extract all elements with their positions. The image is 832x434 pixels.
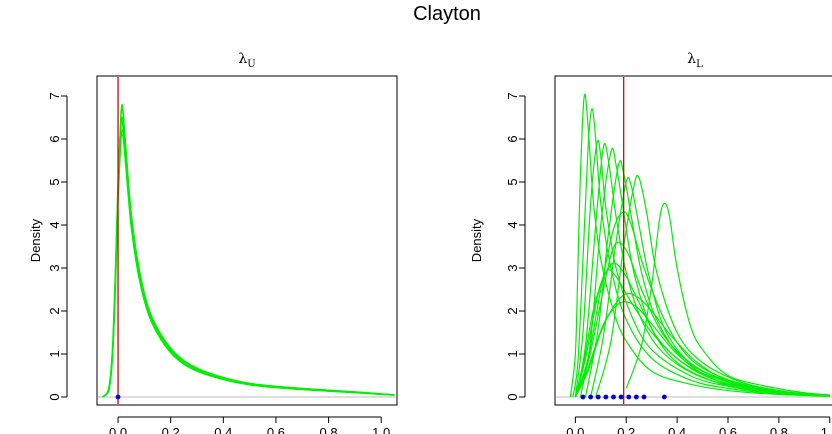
- y-tick-label: 4: [505, 221, 520, 228]
- x-tick-label: 0.0: [566, 425, 584, 434]
- density-curve: [101, 129, 395, 398]
- density-curve: [574, 139, 830, 398]
- density-curve: [572, 108, 830, 398]
- density-curve: [590, 176, 830, 398]
- panel-lambda-l: λL Density 0 1 2 3 4 5 6 7 0.0 0.2 0.4 0.6 0.8 1.0: [469, 51, 832, 434]
- data-point: [661, 394, 667, 400]
- density-curve: [101, 119, 395, 398]
- y-tick-label: 5: [47, 178, 62, 185]
- density-curve: [579, 147, 830, 398]
- y-tick-label: 3: [505, 264, 520, 271]
- x-tick-label: 0.0: [109, 425, 127, 434]
- density-curve: [574, 211, 830, 398]
- y-tick-label: 4: [47, 221, 62, 228]
- y-tick-label: 6: [505, 135, 520, 142]
- y-tick-label: 7: [505, 92, 520, 99]
- density-curve: [625, 202, 830, 396]
- plot-frame: [96, 75, 398, 406]
- y-tick-label: 7: [47, 92, 62, 99]
- data-point: [588, 394, 594, 400]
- y-tick-label: 2: [505, 307, 520, 314]
- plot-frame: [554, 75, 832, 406]
- y-tick-label: 0: [47, 393, 62, 400]
- density-curve: [574, 269, 830, 398]
- x-tick-label: 1.0: [821, 425, 832, 434]
- density-curve: [574, 142, 830, 398]
- density-curve: [101, 103, 395, 398]
- data-point: [611, 394, 616, 400]
- x-tick-label: 1.0: [372, 425, 390, 434]
- data-point: [580, 394, 586, 400]
- density-curve: [584, 160, 830, 398]
- x-tick-label: 0.8: [320, 425, 338, 434]
- panel-title: λU: [238, 51, 255, 70]
- x-tick-label: 0.4: [214, 425, 232, 434]
- data-point: [626, 394, 632, 400]
- density-curve: [101, 133, 395, 398]
- y-tick-label: 1: [505, 350, 520, 357]
- data-point: [603, 394, 609, 400]
- panel-lambda-u: λU Density 0 1 2 3 4 5 6 7 0.0 0.2 0.4 0.6 0.8 1.0: [28, 51, 398, 434]
- x-tick-label: 0.2: [617, 425, 635, 434]
- y-tick-label: 3: [47, 264, 62, 271]
- x-tick-label: 0.6: [267, 425, 285, 434]
- y-tick-label: 5: [505, 178, 520, 185]
- y-tick-label: 1: [47, 350, 62, 357]
- y-tick-label: 2: [47, 307, 62, 314]
- data-point: [115, 394, 121, 400]
- data-point: [595, 394, 601, 400]
- panel-title-symbol: λ: [687, 51, 696, 67]
- density-curve: [101, 108, 395, 398]
- x-tick-label: 0.6: [719, 425, 737, 434]
- panel-title-symbol: λ: [238, 51, 247, 67]
- x-tick-label: 0.8: [770, 425, 788, 434]
- y-axis-label: Density: [28, 218, 43, 262]
- y-axis-label: Density: [469, 218, 484, 262]
- y-tick-label: 0: [505, 393, 520, 400]
- panel-title-subscript: U: [247, 59, 255, 70]
- density-curve: [101, 116, 395, 398]
- panel-title-subscript: L: [696, 59, 703, 70]
- x-tick-label: 0.4: [668, 425, 686, 434]
- data-point: [641, 394, 647, 400]
- panel-title: λL: [687, 51, 703, 70]
- data-point: [634, 394, 639, 400]
- figure-title: Clayton: [413, 3, 481, 25]
- plot-area: [556, 77, 832, 404]
- x-tick-label: 0.2: [162, 425, 180, 434]
- density-curve: [574, 262, 830, 398]
- plot-area: [98, 77, 396, 404]
- density-curve: [574, 301, 830, 398]
- y-tick-label: 6: [47, 135, 62, 142]
- data-point: [618, 394, 624, 400]
